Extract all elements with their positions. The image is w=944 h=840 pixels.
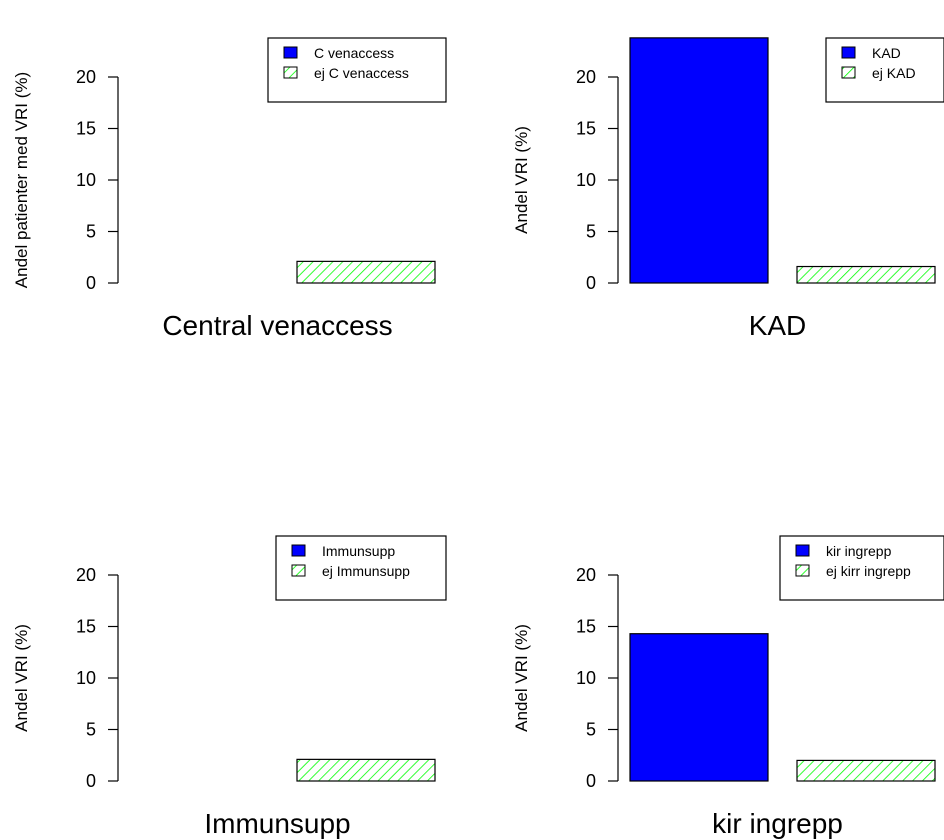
y-tick-label: 20	[76, 67, 96, 87]
legend-swatch	[795, 564, 810, 577]
x-axis-label: kir ingrepp	[712, 808, 843, 839]
x-axis-label: KAD	[749, 310, 807, 341]
legend-entry-label: Immunsupp	[322, 543, 395, 559]
y-tick-label: 20	[76, 565, 96, 585]
legend-swatch	[291, 544, 306, 557]
x-axis-label: Central venaccess	[162, 310, 392, 341]
chart-panel-3: 0 5 10 15 20 Andel VRI (%) Immunsupp Immunsupp e…	[12, 535, 447, 839]
legend-swatch	[283, 66, 298, 79]
y-axis-label: Andel VRI (%)	[512, 624, 531, 732]
y-tick-label: 15	[76, 617, 96, 637]
y-tick-label: 5	[86, 720, 96, 740]
bar-exposed	[629, 633, 769, 782]
y-tick-label: 15	[576, 617, 596, 637]
y-tick-label: 0	[586, 771, 596, 791]
x-axis-label: Immunsupp	[204, 808, 350, 839]
chart-panel-1: 0 5 10 15 20 Andel patienter med VRI (%) Centr…	[12, 37, 447, 341]
chart-panel-2: 0 5 10 15 20 Andel VRI (%) KAD KAD ej KAD	[512, 37, 944, 341]
bar-exposed	[629, 37, 769, 284]
legend: C venaccess ej C venaccess	[267, 37, 447, 103]
y-tick-label: 10	[576, 668, 596, 688]
legend-swatch	[841, 66, 856, 79]
legend-entry-label: kir ingrepp	[826, 543, 892, 559]
legend-entry-label: ej Immunsupp	[322, 563, 410, 579]
y-tick-label: 15	[76, 119, 96, 139]
legend-entry-label: C venaccess	[314, 45, 394, 61]
y-tick-label: 10	[576, 170, 596, 190]
legend: KAD ej KAD	[825, 37, 944, 103]
legend: kir ingrepp ej kirr ingrepp	[779, 535, 944, 601]
y-tick-label: 5	[586, 720, 596, 740]
y-axis-label: Andel VRI (%)	[512, 126, 531, 234]
bar-not-exposed	[796, 759, 936, 782]
bar-not-exposed	[296, 758, 436, 782]
y-tick-label: 0	[86, 771, 96, 791]
y-tick-label: 5	[586, 222, 596, 242]
legend-swatch	[795, 544, 810, 557]
legend-swatch	[291, 564, 306, 577]
legend-entry-label: ej KAD	[872, 65, 916, 81]
legend-box	[267, 37, 447, 103]
legend-entry-label: KAD	[872, 45, 901, 61]
y-tick-label: 0	[86, 273, 96, 293]
y-tick-label: 10	[76, 170, 96, 190]
y-tick-label: 20	[576, 67, 596, 87]
legend-swatch	[283, 46, 298, 59]
y-tick-label: 5	[86, 222, 96, 242]
y-tick-label: 20	[576, 565, 596, 585]
bar-not-exposed	[296, 260, 436, 284]
y-tick-label: 10	[76, 668, 96, 688]
legend-entry-label: ej kirr ingrepp	[826, 563, 911, 579]
legend: Immunsupp ej Immunsupp	[275, 535, 447, 601]
y-axis-label: Andel VRI (%)	[12, 624, 31, 732]
y-tick-label: 0	[586, 273, 596, 293]
y-tick-label: 15	[576, 119, 596, 139]
legend-swatch	[841, 46, 856, 59]
bar-not-exposed	[796, 265, 936, 284]
legend-entry-label: ej C venaccess	[314, 65, 409, 81]
y-axis-label: Andel patienter med VRI (%)	[12, 72, 31, 288]
